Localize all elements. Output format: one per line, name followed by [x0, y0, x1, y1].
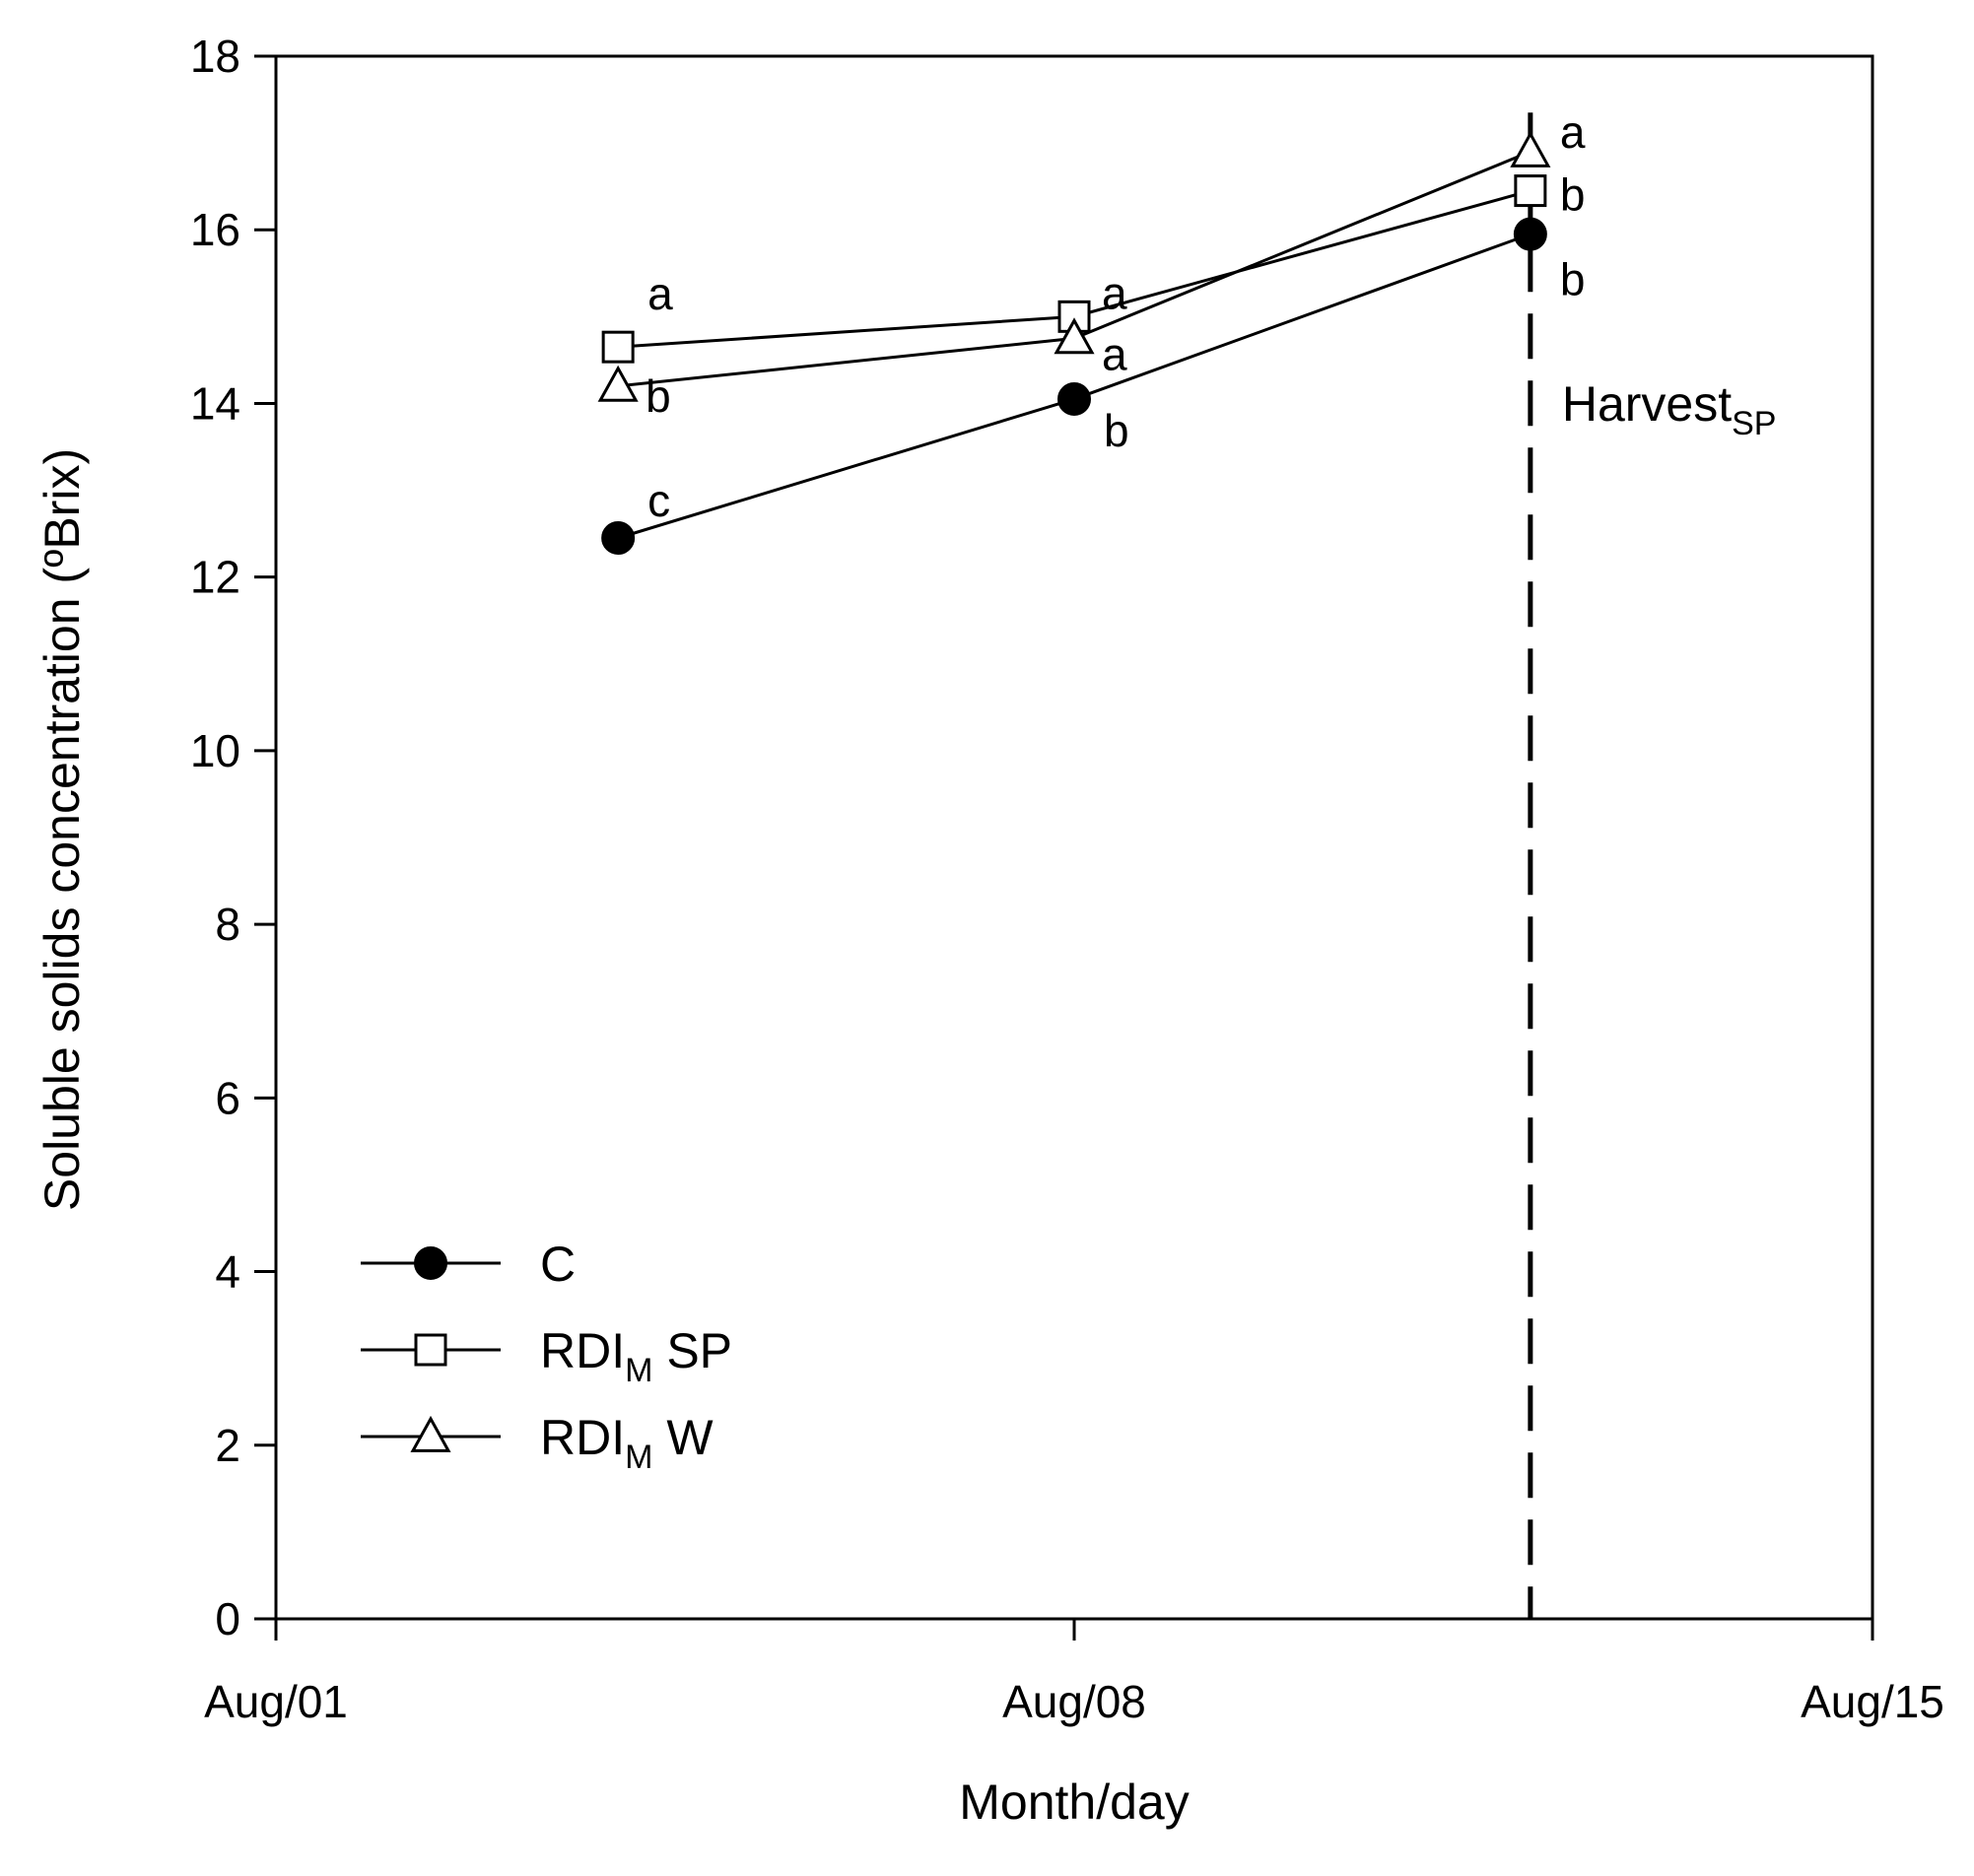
- significance-letter: b: [1104, 405, 1129, 456]
- significance-letter: a: [1102, 267, 1127, 318]
- data-point: [1057, 300, 1091, 333]
- data-point: [1057, 382, 1091, 417]
- series-c: c b b: [601, 217, 1586, 556]
- x-tick-label: Aug/15: [1801, 1676, 1944, 1727]
- y-tick-label: 16: [190, 204, 240, 255]
- reference-line-group: HarvestSP: [1528, 112, 1777, 1619]
- legend-item: C: [361, 1237, 576, 1292]
- data-point: [1054, 317, 1095, 355]
- significance-letter: a: [1102, 328, 1127, 379]
- legend-label: RDIM W: [540, 1410, 714, 1476]
- legend-item: RDIM SP: [361, 1323, 732, 1389]
- data-point: [597, 365, 639, 402]
- significance-letter: c: [647, 475, 670, 526]
- series-rdim-w: baa: [597, 106, 1586, 422]
- data-point: [601, 330, 635, 364]
- series-rdim-sp: a a b: [601, 169, 1586, 364]
- data-point: [1514, 174, 1547, 208]
- legend: C RDIM SP RDIM W: [361, 1237, 732, 1476]
- data-point: [1513, 217, 1547, 251]
- legend-marker: [414, 1333, 447, 1367]
- significance-letter: a: [1560, 106, 1586, 158]
- significance-letter: b: [1560, 254, 1586, 305]
- y-tick-label: 12: [190, 552, 240, 603]
- y-tick-label: 0: [215, 1593, 240, 1644]
- x-axis-title: Month/day: [959, 1775, 1189, 1830]
- significance-letter: b: [1560, 169, 1586, 221]
- data-point: [1510, 130, 1551, 168]
- y-tick-label: 2: [215, 1420, 240, 1471]
- y-axis-title: Soluble solids concentration (ºBrix): [34, 448, 90, 1211]
- y-tick-label: 6: [215, 1072, 240, 1123]
- y-tick-label: 14: [190, 377, 240, 429]
- data-point: [601, 521, 636, 556]
- harvest-label: HarvestSP: [1562, 376, 1777, 442]
- y-tick-label: 10: [190, 725, 240, 776]
- legend-marker: [414, 1246, 447, 1280]
- x-tick-label: Aug/08: [1002, 1676, 1146, 1727]
- y-tick-label: 18: [190, 31, 240, 82]
- significance-letter: b: [646, 370, 671, 422]
- y-tick-label: 4: [215, 1246, 240, 1298]
- significance-letter: a: [647, 268, 673, 319]
- legend-item: RDIM W: [361, 1410, 714, 1476]
- y-tick-label: 8: [215, 899, 240, 950]
- legend-label: RDIM SP: [540, 1323, 732, 1389]
- plot-frame: [274, 54, 1874, 1621]
- legend-marker: [410, 1415, 451, 1452]
- x-tick-label: Aug/01: [204, 1676, 348, 1727]
- legend-label: C: [540, 1237, 576, 1292]
- axes: 0 2 4 6 8 10 12 14 16 18 Aug/01 Aug/08 Aug/15: [190, 31, 1944, 1727]
